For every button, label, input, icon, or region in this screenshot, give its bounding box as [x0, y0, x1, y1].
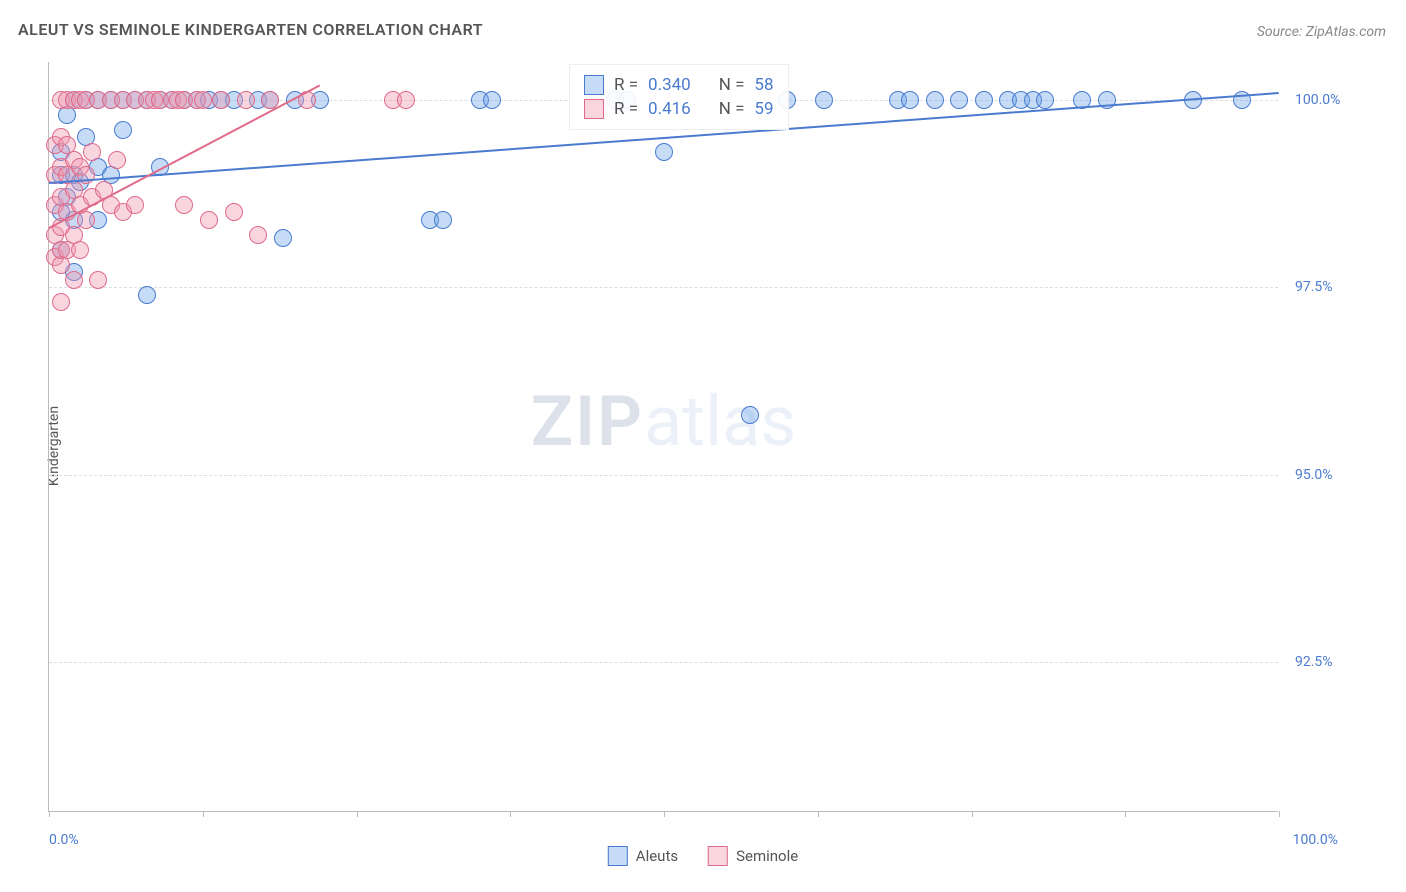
data-point — [114, 121, 132, 139]
r-value: 0.416 — [648, 99, 691, 119]
data-point — [83, 143, 101, 161]
data-point — [108, 151, 126, 169]
data-point — [1036, 91, 1054, 109]
x-tick — [1279, 811, 1280, 817]
x-tick-label: 0.0% — [49, 832, 79, 848]
n-label: N = — [719, 75, 745, 95]
bottom-legend: Aleuts Seminole — [608, 846, 798, 866]
stats-row: R = 0.340 N = 58 — [584, 73, 774, 97]
data-point — [926, 91, 944, 109]
data-point — [126, 196, 144, 214]
x-tick — [664, 811, 665, 817]
x-tick — [972, 811, 973, 817]
legend-label: Seminole — [736, 847, 798, 865]
swatch-icon — [708, 846, 728, 866]
data-point — [901, 91, 919, 109]
stats-legend: R = 0.340 N = 58 R = 0.416 N = 59 — [569, 64, 789, 130]
x-tick — [49, 811, 50, 817]
data-point — [200, 211, 218, 229]
legend-item-seminole: Seminole — [708, 846, 798, 866]
x-tick — [203, 811, 204, 817]
n-value: 59 — [754, 99, 773, 119]
y-tick-label: 97.5% — [1295, 279, 1333, 295]
data-point — [434, 211, 452, 229]
data-point — [212, 91, 230, 109]
swatch-icon — [608, 846, 628, 866]
data-point — [249, 226, 267, 244]
gridline — [49, 287, 1278, 288]
data-point — [741, 406, 759, 424]
data-point — [77, 211, 95, 229]
data-point — [65, 271, 83, 289]
r-label: R = — [614, 75, 638, 95]
data-point — [274, 229, 292, 247]
data-point — [89, 271, 107, 289]
y-tick-label: 95.0% — [1295, 467, 1333, 483]
data-point — [71, 241, 89, 259]
data-point — [815, 91, 833, 109]
source-attribution: Source: ZipAtlas.com — [1257, 24, 1386, 40]
gridline — [49, 662, 1278, 663]
data-point — [975, 91, 993, 109]
legend-item-aleuts: Aleuts — [608, 846, 678, 866]
x-tick — [1125, 811, 1126, 817]
x-tick-label: 100.0% — [1293, 832, 1338, 848]
n-value: 58 — [754, 75, 773, 95]
y-tick-label: 100.0% — [1295, 92, 1340, 108]
chart-container: ALEUT VS SEMINOLE KINDERGARTEN CORRELATI… — [0, 0, 1406, 892]
legend-label: Aleuts — [636, 847, 678, 865]
data-point — [237, 91, 255, 109]
swatch-icon — [584, 99, 604, 119]
data-point — [138, 286, 156, 304]
r-value: 0.340 — [648, 75, 691, 95]
watermark: ZIPatlas — [531, 381, 797, 463]
data-point — [397, 91, 415, 109]
data-point — [194, 91, 212, 109]
r-label: R = — [614, 99, 638, 119]
x-tick — [357, 811, 358, 817]
chart-title: ALEUT VS SEMINOLE KINDERGARTEN CORRELATI… — [18, 20, 483, 39]
gridline — [49, 475, 1278, 476]
plot-area: ZIPatlas 92.5%95.0%97.5%100.0%0.0%100.0%… — [48, 62, 1278, 812]
swatch-icon — [584, 75, 604, 95]
data-point — [950, 91, 968, 109]
y-tick-label: 92.5% — [1295, 654, 1333, 670]
x-tick — [510, 811, 511, 817]
data-point — [483, 91, 501, 109]
data-point — [52, 293, 70, 311]
stats-row: R = 0.416 N = 59 — [584, 97, 774, 121]
data-point — [655, 143, 673, 161]
x-tick — [818, 811, 819, 817]
data-point — [225, 203, 243, 221]
data-point — [175, 196, 193, 214]
n-label: N = — [719, 99, 745, 119]
